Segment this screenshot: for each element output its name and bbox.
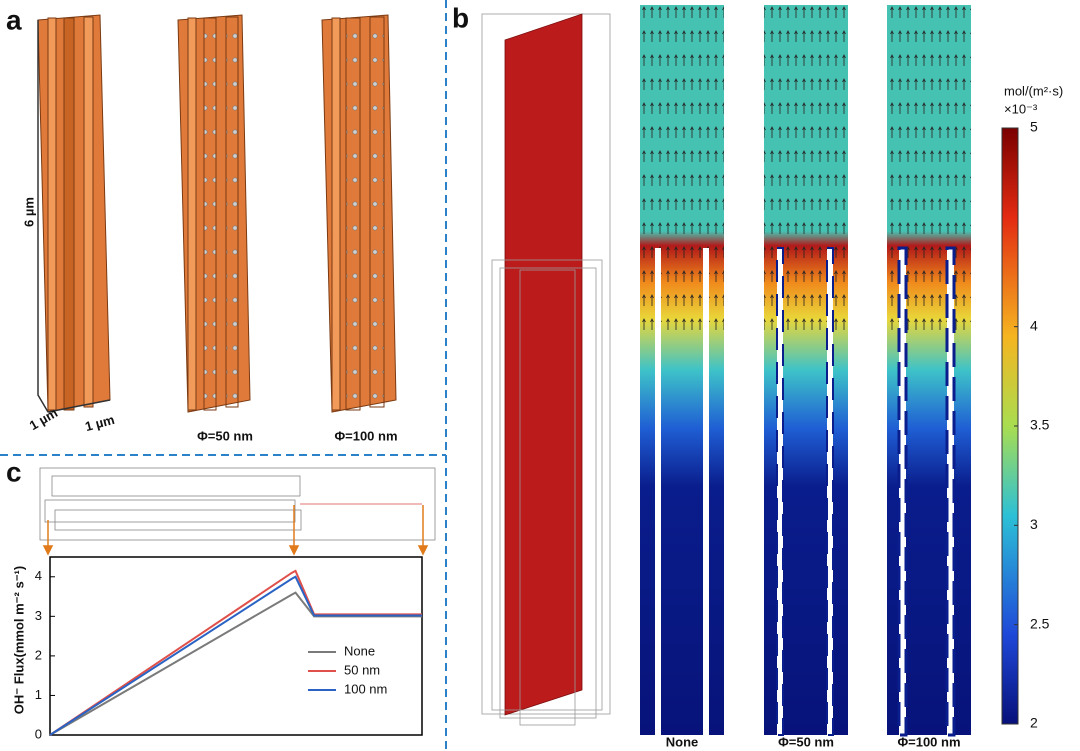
panel-label: a bbox=[6, 4, 22, 35]
caption: Φ=50 nm bbox=[197, 428, 253, 443]
model-3d bbox=[481, 13, 611, 726]
colorbar-tick-label: 2.5 bbox=[1030, 615, 1050, 631]
pillar bbox=[321, 14, 397, 413]
panel-label: b bbox=[452, 2, 469, 33]
dimension-label: 1 µm bbox=[83, 412, 116, 434]
colorbar-tick-label: 4 bbox=[1030, 317, 1038, 333]
caption: Φ=50 nm bbox=[778, 734, 834, 749]
dimension-label: 6 µm bbox=[21, 197, 36, 227]
colorbar-tick-label: 3.5 bbox=[1030, 417, 1050, 433]
heatmap bbox=[887, 5, 971, 737]
y-tick-label: 0 bbox=[35, 726, 42, 741]
y-tick-label: 4 bbox=[35, 568, 42, 583]
y-axis-label: OH⁻ Flux(mmol m⁻² s⁻¹) bbox=[11, 566, 26, 714]
colorbar-tick-label: 5 bbox=[1030, 119, 1038, 135]
model-3d bbox=[39, 467, 436, 541]
y-tick-label: 2 bbox=[35, 647, 42, 662]
pillar bbox=[37, 14, 111, 413]
colorbar-tick-label: 3 bbox=[1030, 516, 1038, 532]
colorbar-unit: mol/(m²·s) bbox=[1004, 83, 1063, 98]
colorbar-tick-label: 2 bbox=[1030, 715, 1038, 731]
dimension-line bbox=[37, 20, 111, 413]
legend-label: 100 nm bbox=[344, 681, 387, 696]
colorbar-scale: ×10⁻³ bbox=[1004, 101, 1038, 116]
series-line bbox=[49, 569, 422, 736]
panel-label: c bbox=[6, 456, 22, 487]
caption: None bbox=[666, 734, 699, 749]
caption: Φ=100 nm bbox=[897, 734, 960, 749]
plot-frame bbox=[49, 556, 423, 736]
series-line bbox=[49, 575, 422, 736]
y-tick-label: 3 bbox=[35, 608, 42, 623]
pillar bbox=[177, 14, 251, 413]
caption: Φ=100 nm bbox=[334, 428, 397, 443]
legend-label: None bbox=[344, 643, 375, 658]
heatmap bbox=[764, 5, 848, 736]
heatmap bbox=[640, 5, 724, 735]
y-tick-label: 1 bbox=[35, 687, 42, 702]
legend-label: 50 nm bbox=[344, 662, 380, 677]
arrow bbox=[42, 505, 429, 556]
